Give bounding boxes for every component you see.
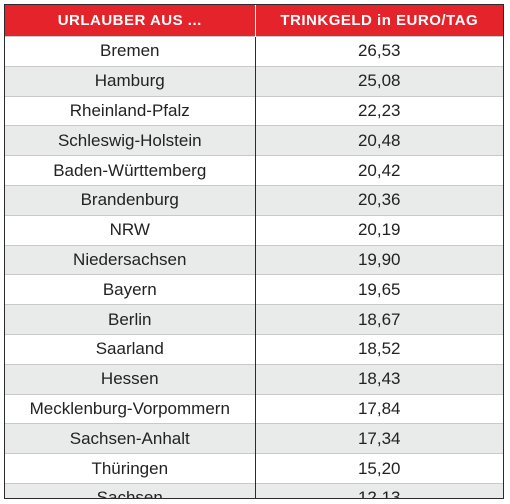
tip-value-cell: 18,52 [255,333,503,365]
state-name-cell: Hamburg [5,65,256,97]
state-name-cell: Bremen [5,36,256,67]
state-name-cell: Thüringen [5,453,256,484]
tip-value-cell: 15,20 [255,453,503,484]
tip-value-cell: 17,84 [255,393,503,424]
table-row: Brandenburg 20,36 [5,184,503,216]
tip-table: URLAUBER AUS ... TRINKGELD in EURO/TAG B… [5,5,503,498]
state-name-cell: Sachsen-Anhalt [5,423,256,454]
table-row: Saarland 18,52 [5,333,503,365]
table-row: Bremen 26,53 [5,36,503,67]
table-row: Baden-Württemberg 20,42 [5,155,503,186]
state-name-cell: Rheinland-Pfalz [5,95,256,126]
state-name-cell: Schleswig-Holstein [5,125,256,156]
tip-value-cell: 20,42 [255,155,503,186]
tip-value-cell: 18,43 [255,363,503,395]
table-row: Niedersachsen 19,90 [5,244,503,275]
tip-value-cell: 20,36 [255,184,503,216]
state-name-cell: Niedersachsen [5,244,256,275]
tip-value-cell: 17,34 [255,423,503,454]
tip-table-frame: URLAUBER AUS ... TRINKGELD in EURO/TAG B… [4,4,504,499]
state-name-cell: Mecklenburg-Vorpommern [5,393,256,424]
state-name-cell: Berlin [5,304,256,335]
tip-value-cell: 18,67 [255,304,503,335]
tip-value-cell: 19,65 [255,274,503,305]
table-row: Schleswig-Holstein 20,48 [5,125,503,156]
tip-value-cell: 20,48 [255,125,503,156]
state-name-cell: NRW [5,214,256,246]
table-row: NRW 20,19 [5,214,503,246]
column-header-origin: URLAUBER AUS ... [5,5,256,37]
table-row: Mecklenburg-Vorpommern 17,84 [5,393,503,424]
table-row: Sachsen-Anhalt 17,34 [5,423,503,454]
state-name-cell: Hessen [5,363,256,395]
header-row: URLAUBER AUS ... TRINKGELD in EURO/TAG [5,5,503,37]
table-row: Hessen 18,43 [5,363,503,395]
table-row: Berlin 18,67 [5,304,503,335]
state-name-cell: Bayern [5,274,256,305]
tip-value-cell: 26,53 [255,36,503,67]
tip-value-cell: 22,23 [255,95,503,126]
table-row: Sachsen 12,13 [5,482,503,498]
state-name-cell: Saarland [5,333,256,365]
table-row: Thüringen 15,20 [5,453,503,484]
state-name-cell: Baden-Württemberg [5,155,256,186]
state-name-cell: Brandenburg [5,184,256,216]
tip-value-cell: 25,08 [255,65,503,97]
tip-value-cell: 12,13 [255,482,503,498]
table-body: Bremen 26,53 Hamburg 25,08 Rheinland-Pfalz 22… [5,36,503,498]
table-row: Bayern 19,65 [5,274,503,305]
table-row: Rheinland-Pfalz 22,23 [5,95,503,126]
tip-value-cell: 19,90 [255,244,503,275]
tip-value-cell: 20,19 [255,214,503,246]
state-name-cell: Sachsen [5,482,256,498]
table-row: Hamburg 25,08 [5,65,503,97]
column-header-tip: TRINKGELD in EURO/TAG [255,5,503,37]
